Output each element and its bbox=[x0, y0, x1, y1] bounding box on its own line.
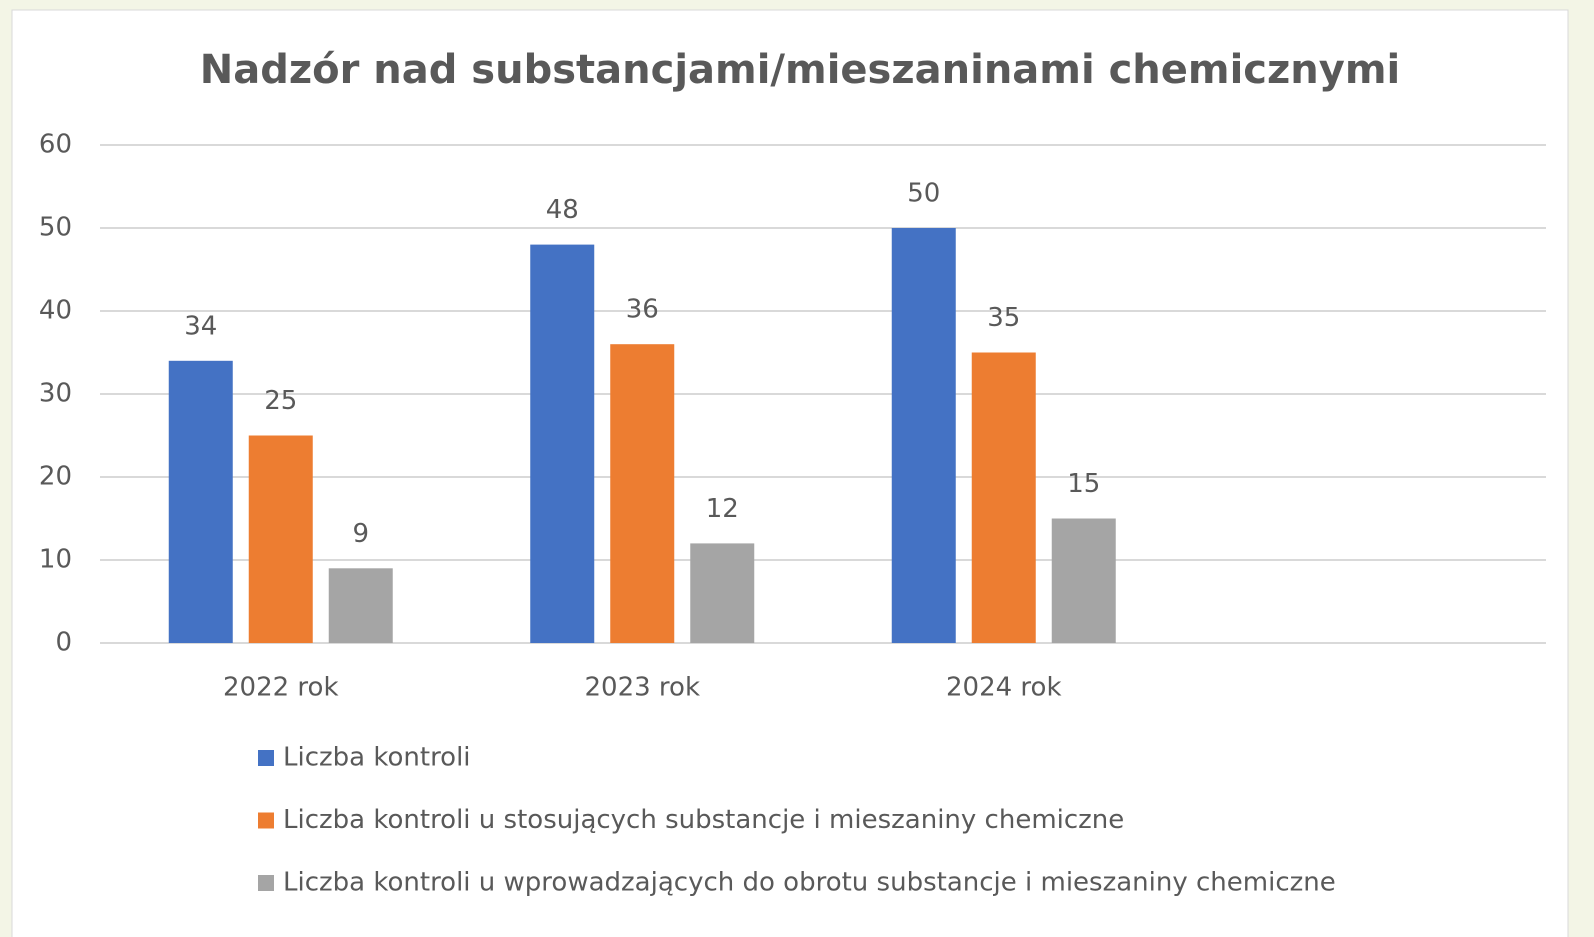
legend-swatch bbox=[258, 875, 274, 891]
data-label: 36 bbox=[626, 295, 659, 325]
bar bbox=[530, 244, 595, 643]
legend-swatch bbox=[258, 750, 274, 766]
y-tick-label: 30 bbox=[39, 379, 72, 409]
data-label: 9 bbox=[352, 519, 369, 549]
legend-swatch bbox=[258, 812, 274, 829]
chart-title: Nadzór nad substancjami/mieszaninami che… bbox=[200, 47, 1401, 93]
data-label: 35 bbox=[987, 303, 1020, 333]
data-label: 12 bbox=[706, 494, 739, 524]
bar bbox=[971, 352, 1036, 643]
y-tick-label: 60 bbox=[39, 130, 72, 160]
y-tick-label: 40 bbox=[39, 296, 72, 326]
data-label: 34 bbox=[184, 311, 217, 341]
y-tick-label: 50 bbox=[39, 213, 72, 243]
x-tick-label: 2024 rok bbox=[946, 673, 1062, 703]
data-label: 48 bbox=[546, 195, 579, 225]
bar bbox=[610, 344, 675, 643]
legend-label: Liczba kontroli u wprowadzających do obr… bbox=[283, 868, 1336, 898]
chart-area bbox=[11, 9, 1569, 937]
bar bbox=[1051, 518, 1116, 643]
y-tick-label: 10 bbox=[39, 545, 72, 575]
bar bbox=[690, 543, 755, 643]
bar bbox=[328, 568, 393, 643]
data-label: 15 bbox=[1067, 469, 1100, 499]
y-tick-label: 20 bbox=[39, 462, 72, 492]
y-tick-label: 0 bbox=[55, 628, 72, 658]
bar bbox=[248, 435, 313, 643]
legend-label: Liczba kontroli u stosujących substancje… bbox=[283, 805, 1124, 835]
bar bbox=[168, 360, 233, 643]
data-label: 25 bbox=[264, 386, 297, 416]
legend-label: Liczba kontroli bbox=[283, 743, 471, 773]
bar bbox=[891, 228, 956, 643]
x-tick-label: 2022 rok bbox=[223, 673, 339, 703]
x-tick-label: 2023 rok bbox=[584, 673, 700, 703]
data-label: 50 bbox=[907, 179, 940, 209]
